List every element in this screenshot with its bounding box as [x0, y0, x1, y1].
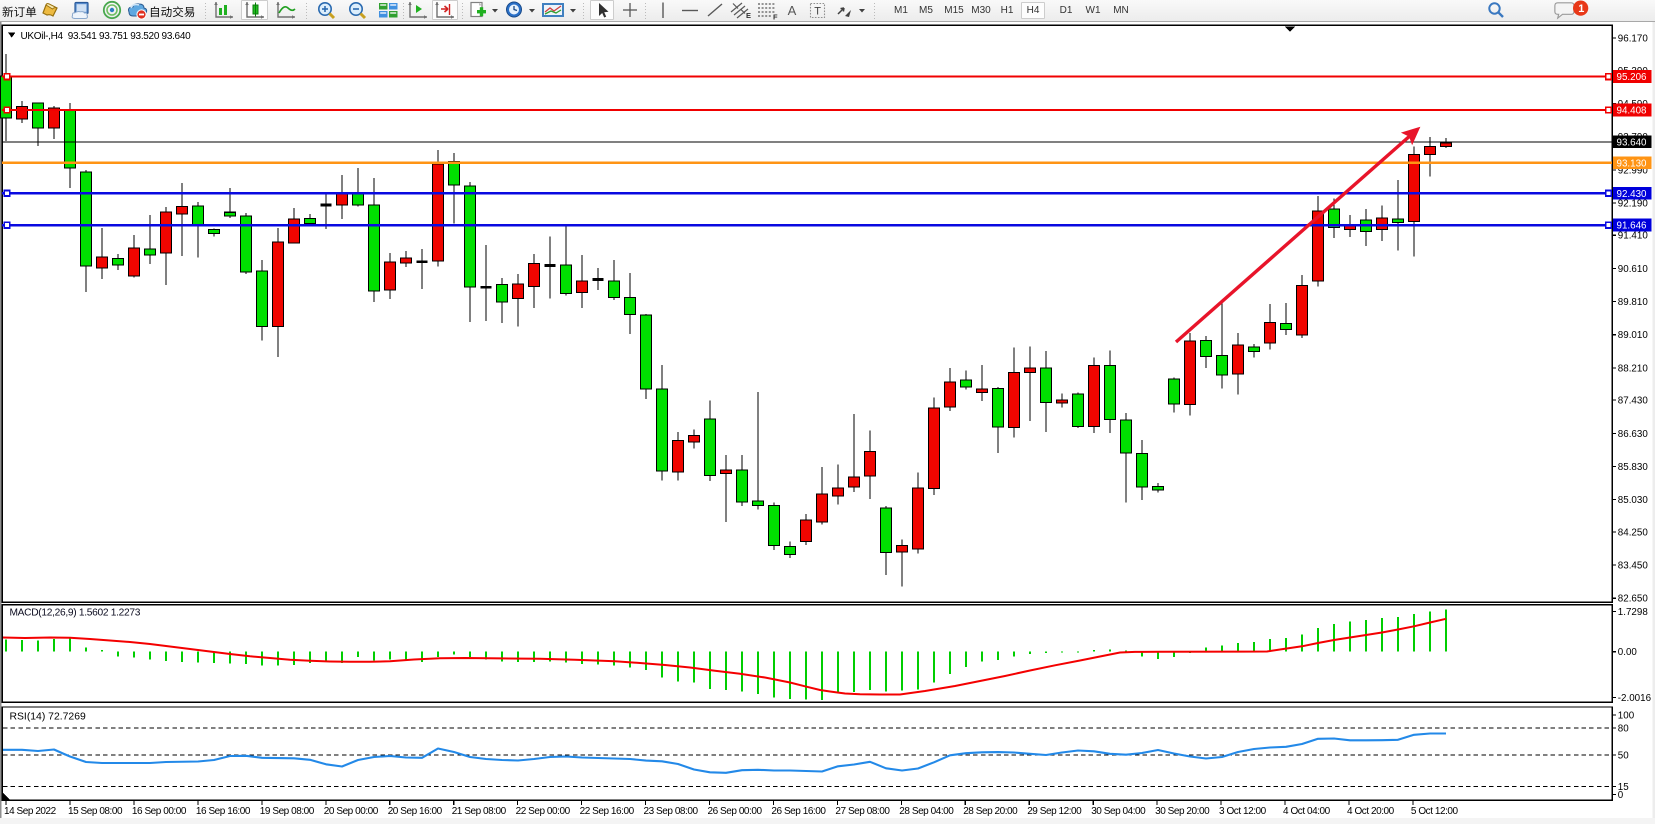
svg-text:0: 0	[1618, 790, 1624, 801]
svg-text:80: 80	[1618, 724, 1629, 735]
svg-text:92.430: 92.430	[1617, 189, 1648, 200]
svg-text:4 Oct 20:00: 4 Oct 20:00	[1347, 806, 1395, 817]
svg-text:28 Sep 20:00: 28 Sep 20:00	[963, 806, 1018, 817]
svg-text:5 Oct 12:00: 5 Oct 12:00	[1411, 806, 1459, 817]
svg-text:50: 50	[1618, 751, 1629, 762]
svg-text:30 Sep 20:00: 30 Sep 20:00	[1155, 806, 1210, 817]
svg-text:26 Sep 00:00: 26 Sep 00:00	[708, 806, 763, 817]
svg-text:3 Oct 12:00: 3 Oct 12:00	[1219, 806, 1267, 817]
svg-text:T: T	[814, 6, 821, 18]
svg-text:85.830: 85.830	[1618, 462, 1649, 473]
svg-text:28 Sep 04:00: 28 Sep 04:00	[899, 806, 954, 817]
svg-text:86.630: 86.630	[1618, 429, 1649, 440]
svg-text:92.990: 92.990	[1618, 165, 1649, 176]
svg-text:22 Sep 16:00: 22 Sep 16:00	[580, 806, 635, 817]
svg-text:30 Sep 04:00: 30 Sep 04:00	[1091, 806, 1146, 817]
svg-text:89.010: 89.010	[1618, 330, 1649, 341]
svg-text:92.190: 92.190	[1618, 198, 1649, 209]
svg-text:91.410: 91.410	[1618, 231, 1649, 242]
svg-text:83.450: 83.450	[1618, 561, 1649, 572]
svg-text:1.7298: 1.7298	[1618, 607, 1649, 618]
svg-text:93.130: 93.130	[1617, 158, 1648, 169]
svg-text:85.030: 85.030	[1618, 495, 1649, 506]
svg-text:F: F	[773, 13, 778, 22]
svg-text:4 Oct 04:00: 4 Oct 04:00	[1283, 806, 1331, 817]
svg-text:95.206: 95.206	[1617, 72, 1648, 83]
svg-text:91.646: 91.646	[1617, 221, 1648, 232]
svg-text:20 Sep 00:00: 20 Sep 00:00	[324, 806, 379, 817]
svg-text:20 Sep 16:00: 20 Sep 16:00	[388, 806, 443, 817]
svg-text:96.170: 96.170	[1618, 34, 1649, 45]
svg-text:14 Sep 2022: 14 Sep 2022	[4, 806, 57, 817]
svg-text:19 Sep 08:00: 19 Sep 08:00	[260, 806, 315, 817]
svg-text:15: 15	[1618, 782, 1629, 793]
svg-text:-2.0016: -2.0016	[1618, 693, 1652, 704]
svg-text:84.250: 84.250	[1618, 527, 1649, 538]
svg-text:27 Sep 08:00: 27 Sep 08:00	[835, 806, 890, 817]
svg-text:UKOil-,H4 93.541 93.751 93.52: UKOil-,H4 93.541 93.751 93.520 93.640	[21, 31, 192, 42]
svg-text:15 Sep 08:00: 15 Sep 08:00	[68, 806, 123, 817]
svg-text:16 Sep 00:00: 16 Sep 00:00	[132, 806, 187, 817]
svg-text:22 Sep 00:00: 22 Sep 00:00	[516, 806, 571, 817]
svg-text:93.640: 93.640	[1617, 137, 1648, 148]
svg-text:26 Sep 16:00: 26 Sep 16:00	[771, 806, 826, 817]
svg-text:87.430: 87.430	[1618, 396, 1649, 407]
svg-text:89.810: 89.810	[1618, 297, 1649, 308]
svg-text:21 Sep 08:00: 21 Sep 08:00	[452, 806, 507, 817]
svg-text:100: 100	[1618, 710, 1635, 721]
svg-text:90.610: 90.610	[1618, 264, 1649, 275]
svg-text:82.650: 82.650	[1618, 594, 1649, 605]
svg-text:88.210: 88.210	[1618, 363, 1649, 374]
svg-text:RSI(14) 72.7269: RSI(14) 72.7269	[10, 712, 86, 723]
svg-text:94.408: 94.408	[1617, 106, 1648, 117]
svg-text:16 Sep 16:00: 16 Sep 16:00	[196, 806, 251, 817]
svg-text:0.00: 0.00	[1618, 647, 1638, 658]
svg-text:MACD(12,26,9) 1.5602 1.2273: MACD(12,26,9) 1.5602 1.2273	[10, 608, 141, 619]
svg-text:E: E	[746, 11, 751, 20]
svg-text:23 Sep 08:00: 23 Sep 08:00	[644, 806, 699, 817]
svg-text:1: 1	[1578, 3, 1584, 15]
svg-text:29 Sep 12:00: 29 Sep 12:00	[1027, 806, 1082, 817]
